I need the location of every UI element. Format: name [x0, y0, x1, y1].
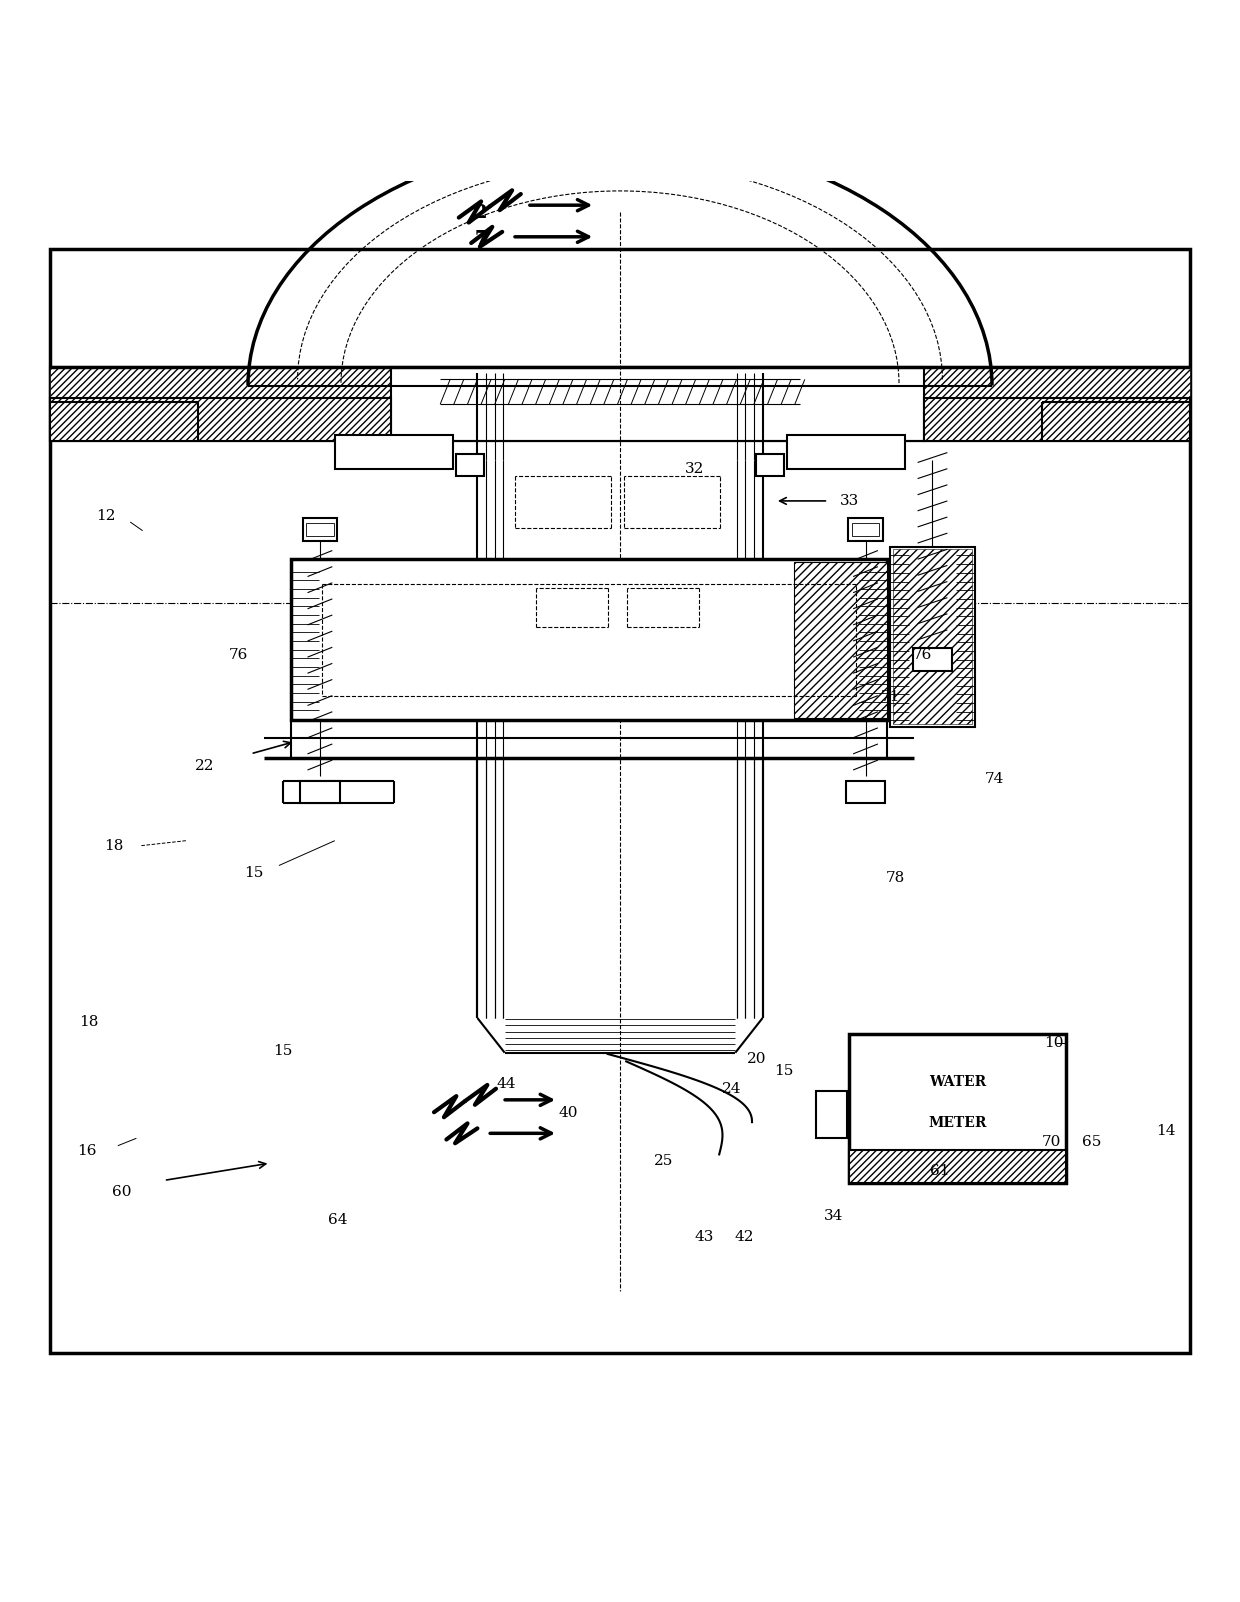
Text: 22: 22 — [195, 759, 215, 774]
Text: 20: 20 — [746, 1053, 766, 1065]
Text: 24: 24 — [722, 1081, 742, 1096]
Text: 34: 34 — [823, 1210, 843, 1224]
Text: 76: 76 — [228, 647, 248, 662]
Bar — [303, 519, 337, 540]
Text: 7: 7 — [475, 231, 487, 248]
Bar — [456, 453, 484, 476]
Bar — [893, 549, 972, 724]
Text: 76: 76 — [913, 647, 932, 662]
Text: METER: METER — [929, 1117, 987, 1131]
Text: 44: 44 — [496, 1077, 516, 1091]
Bar — [924, 367, 1190, 442]
Text: 15: 15 — [244, 867, 264, 879]
Bar — [924, 397, 1190, 442]
Bar — [50, 250, 1190, 1352]
Text: 18: 18 — [79, 1014, 99, 1028]
Text: 64: 64 — [327, 1213, 347, 1227]
Bar — [848, 519, 883, 540]
Bar — [306, 524, 334, 535]
Bar — [846, 782, 885, 804]
Text: 14: 14 — [1156, 1125, 1176, 1137]
Text: WATER: WATER — [929, 1075, 987, 1089]
Text: 15: 15 — [774, 1064, 794, 1078]
Bar — [300, 782, 340, 804]
Text: 12: 12 — [95, 509, 115, 522]
Text: 32: 32 — [684, 461, 704, 476]
Text: 18: 18 — [104, 838, 124, 852]
Text: 25: 25 — [653, 1153, 673, 1168]
Bar — [291, 559, 887, 721]
Bar — [849, 1150, 1066, 1182]
Text: 33: 33 — [839, 493, 859, 508]
Text: 15: 15 — [273, 1045, 293, 1059]
Bar — [50, 367, 391, 442]
Bar — [391, 367, 924, 442]
Text: 43: 43 — [694, 1230, 714, 1245]
Bar — [787, 436, 905, 469]
Text: 16: 16 — [77, 1144, 97, 1158]
Bar — [849, 1035, 1066, 1182]
Bar — [335, 436, 453, 469]
Text: 10: 10 — [1044, 1036, 1064, 1049]
Bar — [816, 1091, 847, 1139]
Text: 42: 42 — [734, 1230, 754, 1245]
Text: 71: 71 — [880, 690, 900, 703]
Text: 65: 65 — [1081, 1134, 1101, 1149]
Text: 78: 78 — [885, 871, 905, 884]
Text: 61: 61 — [930, 1163, 950, 1177]
Text: 2: 2 — [475, 203, 487, 223]
Bar — [794, 562, 887, 718]
Text: 40: 40 — [558, 1107, 578, 1120]
Bar — [890, 546, 975, 727]
Bar — [913, 649, 952, 671]
Bar — [852, 524, 879, 535]
Text: 70: 70 — [1042, 1134, 1061, 1149]
Text: 74: 74 — [985, 772, 1004, 785]
Text: 60: 60 — [112, 1184, 131, 1198]
Bar — [756, 453, 784, 476]
Bar — [50, 397, 391, 442]
Bar — [50, 367, 1190, 442]
